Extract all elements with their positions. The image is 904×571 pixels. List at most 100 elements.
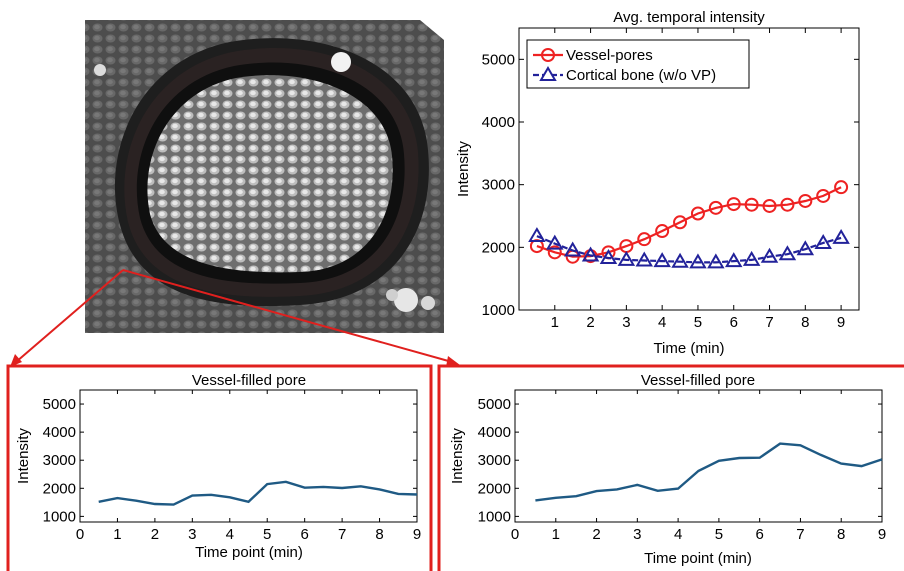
axis-ticks: 0 1 2 3 4 5 6 7 8 9 1000 2000 3000 4000 5000 bbox=[478, 390, 886, 543]
x-tick-label: 1 bbox=[551, 314, 559, 331]
x-tick-label: 3 bbox=[633, 526, 641, 543]
axis-ticks: 1 2 3 4 5 6 7 8 9 1000 2000 3000 4000 5000 bbox=[482, 28, 859, 331]
legend-label-cortical-bone: Cortical bone (w/o VP) bbox=[566, 67, 716, 84]
x-tick-label: 2 bbox=[151, 526, 159, 543]
data-point-triangle bbox=[581, 246, 600, 262]
legend-label-vessel-pores: Vessel-pores bbox=[566, 47, 653, 64]
y-tick-label: 1000 bbox=[482, 302, 515, 319]
y-axis-label: Intensity bbox=[455, 141, 472, 197]
y-axis-label: Intensity bbox=[449, 428, 466, 484]
y-tick-label: 2000 bbox=[482, 239, 515, 256]
chart-title: Vessel-filled pore bbox=[192, 372, 306, 389]
y-tick-label: 5000 bbox=[43, 396, 76, 413]
data-point-triangle bbox=[563, 241, 582, 257]
series-line-0 bbox=[98, 480, 418, 506]
y-tick-label: 3000 bbox=[478, 452, 511, 469]
x-axis-label: Time (min) bbox=[653, 340, 724, 357]
x-tick-label: 0 bbox=[76, 526, 84, 543]
x-tick-label: 4 bbox=[658, 314, 666, 331]
data-point-circle bbox=[673, 215, 688, 230]
y-tick-label: 3000 bbox=[482, 177, 515, 194]
x-tick-label: 9 bbox=[413, 526, 421, 543]
data-point-triangle bbox=[760, 247, 779, 263]
chart-title: Vessel-filled pore bbox=[641, 372, 755, 389]
data-point-triangle bbox=[599, 249, 618, 264]
data-point-triangle bbox=[546, 234, 564, 250]
x-tick-label: 4 bbox=[674, 526, 682, 543]
y-tick-label: 4000 bbox=[43, 424, 76, 441]
y-tick-label: 4000 bbox=[482, 114, 515, 131]
x-tick-label: 3 bbox=[622, 314, 630, 331]
data-point-circle bbox=[816, 188, 831, 203]
series-group bbox=[528, 180, 850, 269]
data-point-circle bbox=[708, 200, 723, 215]
data-point-triangle bbox=[814, 233, 832, 249]
data-point-circle bbox=[744, 197, 759, 212]
x-tick-label: 5 bbox=[694, 314, 702, 331]
x-axis-label: Time point (min) bbox=[195, 544, 303, 561]
series-group bbox=[98, 480, 418, 506]
x-tick-label: 4 bbox=[226, 526, 234, 543]
x-tick-label: 3 bbox=[188, 526, 196, 543]
data-point-triangle bbox=[724, 252, 743, 268]
axis-ticks: 0 1 2 3 4 5 6 7 8 9 1000 2000 3000 4000 5000 bbox=[43, 390, 421, 543]
callout-graphics bbox=[6, 269, 904, 571]
legend-marker-triangle bbox=[539, 66, 557, 81]
y-tick-label: 3000 bbox=[43, 452, 76, 469]
data-point-triangle bbox=[635, 251, 654, 267]
x-axis-label: Time point (min) bbox=[644, 550, 752, 567]
y-axis-label: Intensity bbox=[15, 428, 32, 484]
data-point-triangle bbox=[832, 228, 850, 244]
y-tick-label: 5000 bbox=[478, 396, 511, 413]
x-tick-label: 9 bbox=[837, 314, 845, 331]
chart-avg-temporal-intensity: Avg. temporal intensity Time (min) Inten… bbox=[455, 9, 860, 357]
x-tick-label: 7 bbox=[338, 526, 346, 543]
x-tick-label: 5 bbox=[715, 526, 723, 543]
x-tick-label: 8 bbox=[801, 314, 809, 331]
x-tick-label: 0 bbox=[511, 526, 519, 543]
series-line-0 bbox=[535, 442, 883, 502]
data-point-triangle bbox=[528, 227, 546, 243]
y-tick-label: 1000 bbox=[43, 508, 76, 525]
data-point-triangle bbox=[707, 253, 725, 269]
x-tick-label: 7 bbox=[765, 314, 773, 331]
y-tick-label: 2000 bbox=[43, 480, 76, 497]
data-point-circle bbox=[834, 180, 849, 195]
legend-box bbox=[526, 39, 750, 89]
y-tick-label: 2000 bbox=[478, 480, 511, 497]
data-point-circle bbox=[798, 193, 813, 208]
x-tick-label: 8 bbox=[375, 526, 383, 543]
x-tick-label: 2 bbox=[592, 526, 600, 543]
x-tick-label: 6 bbox=[300, 526, 308, 543]
y-tick-label: 1000 bbox=[478, 508, 511, 525]
legend: Vessel-pores Cortical bone (w/o VP) bbox=[526, 39, 750, 89]
data-point-triangle bbox=[778, 245, 797, 261]
data-point-triangle bbox=[689, 253, 707, 269]
data-point-triangle bbox=[617, 250, 636, 266]
plot-frame bbox=[514, 389, 883, 523]
x-tick-label: 2 bbox=[586, 314, 594, 331]
data-point-triangle bbox=[796, 240, 815, 256]
y-tick-label: 4000 bbox=[478, 424, 511, 441]
chart-vessel-filled-pore-left: Vessel-filled pore Time point (min) Inte… bbox=[15, 372, 421, 561]
x-tick-label: 5 bbox=[263, 526, 271, 543]
x-tick-label: 1 bbox=[113, 526, 121, 543]
x-tick-label: 8 bbox=[837, 526, 845, 543]
chart-title: Avg. temporal intensity bbox=[613, 9, 765, 26]
series-line-0 bbox=[536, 186, 842, 258]
x-tick-label: 6 bbox=[755, 526, 763, 543]
micro-ct-scan-image bbox=[85, 20, 444, 333]
series-group bbox=[535, 442, 883, 502]
data-point-circle bbox=[762, 198, 777, 213]
data-point-triangle bbox=[742, 250, 761, 266]
x-tick-label: 7 bbox=[796, 526, 804, 543]
x-tick-label: 9 bbox=[878, 526, 886, 543]
data-point-triangle bbox=[671, 252, 689, 268]
data-point-circle bbox=[637, 232, 652, 247]
chart-vessel-filled-pore-right: Vessel-filled pore Time point (min) Inte… bbox=[449, 372, 886, 567]
x-tick-label: 1 bbox=[552, 526, 560, 543]
x-tick-label: 6 bbox=[730, 314, 738, 331]
data-point-circle bbox=[547, 245, 562, 260]
data-point-circle bbox=[690, 206, 705, 221]
